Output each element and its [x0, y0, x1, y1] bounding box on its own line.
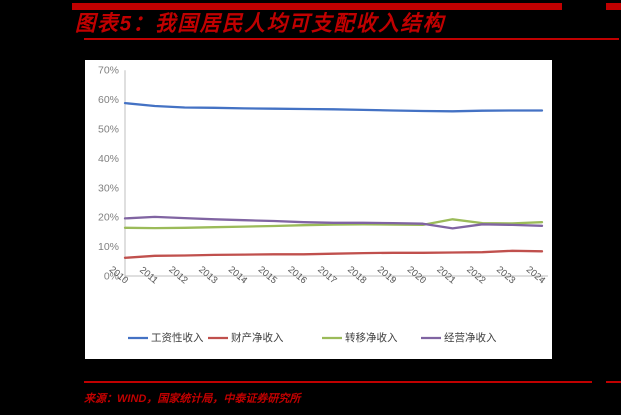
svg-text:70%: 70% — [98, 65, 119, 77]
svg-text:转移净收入: 转移净收入 — [345, 331, 398, 344]
svg-text:2014: 2014 — [226, 264, 249, 286]
svg-text:40%: 40% — [98, 153, 119, 165]
svg-text:2010: 2010 — [107, 264, 130, 286]
svg-text:2021: 2021 — [434, 264, 457, 286]
svg-text:2017: 2017 — [315, 264, 338, 286]
svg-text:工资性收入: 工资性收入 — [151, 331, 204, 344]
svg-text:2024: 2024 — [524, 264, 547, 286]
svg-text:经营净收入: 经营净收入 — [444, 331, 497, 344]
svg-text:50%: 50% — [98, 124, 119, 136]
svg-text:30%: 30% — [98, 182, 119, 194]
svg-text:2016: 2016 — [286, 264, 309, 286]
svg-text:10%: 10% — [98, 241, 119, 253]
svg-text:2019: 2019 — [375, 264, 398, 286]
svg-text:20%: 20% — [98, 212, 119, 224]
svg-text:2023: 2023 — [494, 264, 517, 286]
svg-text:60%: 60% — [98, 94, 119, 106]
svg-text:2020: 2020 — [405, 264, 428, 286]
svg-text:2018: 2018 — [345, 264, 368, 286]
svg-text:2011: 2011 — [137, 265, 160, 287]
svg-text:2015: 2015 — [256, 264, 279, 286]
svg-text:2012: 2012 — [166, 264, 189, 286]
svg-text:2022: 2022 — [464, 264, 487, 286]
svg-text:2013: 2013 — [196, 264, 219, 286]
svg-text:财产净收入: 财产净收入 — [231, 331, 284, 344]
